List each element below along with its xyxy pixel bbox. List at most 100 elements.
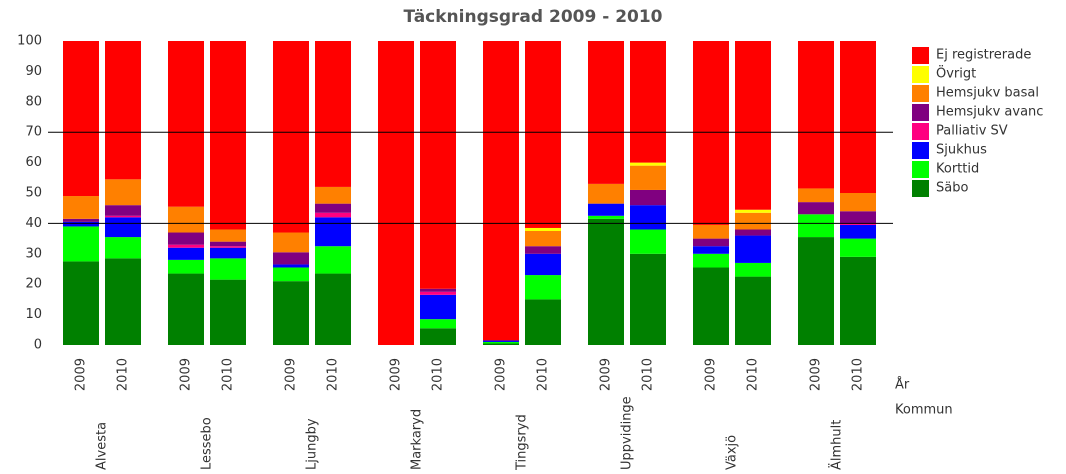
- bar-segment: [420, 291, 456, 295]
- x-tick-label: 2009: [809, 358, 824, 391]
- bar-segment: [840, 193, 876, 212]
- bar-segment: [525, 275, 561, 300]
- y-tick-label: 20: [25, 277, 42, 292]
- x-tick-label: 2010: [536, 358, 551, 391]
- bar-segment: [315, 217, 351, 247]
- bar-segment: [735, 229, 771, 236]
- legend-swatch: [912, 142, 929, 159]
- bar-segment: [840, 238, 876, 257]
- bar-segment: [273, 252, 309, 265]
- bar-segment: [168, 41, 204, 207]
- bar-segment: [210, 258, 246, 280]
- bar-segment: [588, 215, 624, 219]
- bar-segment: [210, 41, 246, 230]
- bar-segment: [630, 41, 666, 163]
- bar-segment: [588, 203, 624, 216]
- bar-segment: [483, 340, 519, 342]
- legend-label: Palliativ SV: [936, 124, 1008, 139]
- bar-segment: [105, 237, 141, 259]
- bar-segment: [210, 241, 246, 247]
- bar-segment: [693, 238, 729, 247]
- legend-label: Ej registrerade: [936, 48, 1031, 63]
- bar-segment: [525, 253, 561, 276]
- bar-segment: [840, 223, 876, 225]
- bar-segment: [798, 188, 834, 203]
- bar-segment: [63, 261, 99, 345]
- bar-segment: [105, 41, 141, 180]
- bar-segment: [525, 246, 561, 254]
- bar-segment: [315, 212, 351, 218]
- bar-segment: [420, 294, 456, 320]
- group-label: Ljungby: [305, 418, 320, 470]
- x-tick-label: 2010: [851, 358, 866, 391]
- bar-segment: [840, 211, 876, 224]
- bar-segment: [168, 273, 204, 345]
- bar-segment: [840, 256, 876, 345]
- y-tick-label: 0: [34, 338, 42, 353]
- bar-segment: [420, 319, 456, 329]
- bar-segment: [525, 231, 561, 247]
- group-label: Alvesta: [95, 422, 110, 470]
- bar-segment: [588, 183, 624, 204]
- bar-segment: [420, 288, 456, 292]
- bar-segment: [483, 41, 519, 341]
- group-label: Lessebo: [200, 417, 215, 470]
- bar-segment: [315, 203, 351, 213]
- bar-segment: [63, 221, 99, 227]
- y-tick-label: 80: [25, 94, 42, 109]
- bar-segment: [630, 189, 666, 206]
- x-tick-label: 2009: [179, 358, 194, 391]
- x-tick-label: 2010: [116, 358, 131, 391]
- y-tick-label: 50: [25, 186, 42, 201]
- bar-segment: [735, 41, 771, 210]
- x-tick-label: 2009: [704, 358, 719, 391]
- legend-swatch: [912, 180, 929, 197]
- bar-segment: [735, 276, 771, 345]
- bar-segment: [693, 267, 729, 345]
- bar-segment: [483, 341, 519, 344]
- x-tick-label: 2010: [431, 358, 446, 391]
- y-tick-label: 30: [25, 246, 42, 261]
- x-tick-label: 2010: [221, 358, 236, 391]
- group-label: Växjö: [725, 435, 740, 470]
- bar-segment: [315, 41, 351, 187]
- bar-segment: [525, 299, 561, 345]
- bar-segment: [105, 217, 141, 238]
- y-tick-label: 40: [25, 216, 42, 231]
- legend-swatch: [912, 104, 929, 121]
- bar-segment: [63, 218, 99, 222]
- bar-segment: [693, 253, 729, 268]
- bar-segment: [798, 237, 834, 345]
- group-label: Tingsryd: [515, 414, 530, 471]
- x-tick-label: 2009: [494, 358, 509, 391]
- bar-segment: [63, 196, 99, 219]
- bar-segment: [63, 41, 99, 197]
- bar-segment: [630, 253, 666, 345]
- bar-segment: [735, 235, 771, 263]
- bar-segment: [63, 226, 99, 262]
- y-tick-label: 90: [25, 64, 42, 79]
- bar-segment: [693, 246, 729, 254]
- bar-segment: [630, 165, 666, 190]
- bar-segment: [105, 215, 141, 218]
- y-tick-label: 100: [17, 34, 42, 49]
- bar-segment: [630, 229, 666, 254]
- x-tick-label: 2009: [74, 358, 89, 391]
- bar-segment: [483, 343, 519, 345]
- bar-segment: [168, 259, 204, 274]
- bar-segment: [840, 41, 876, 193]
- bar-segment: [420, 41, 456, 289]
- y-tick-label: 60: [25, 155, 42, 170]
- bar-segment: [588, 41, 624, 184]
- bar-segment: [630, 205, 666, 230]
- group-label: Älmhult: [829, 420, 845, 470]
- bar-segment: [588, 218, 624, 345]
- legend-label: Korttid: [936, 162, 979, 177]
- bar-segment: [168, 247, 204, 260]
- y-tick-label: 70: [25, 125, 42, 140]
- bar-segment: [735, 262, 771, 277]
- bar-segment: [273, 232, 309, 253]
- bar-segment: [105, 205, 141, 216]
- x-tick-label: 2010: [326, 358, 341, 391]
